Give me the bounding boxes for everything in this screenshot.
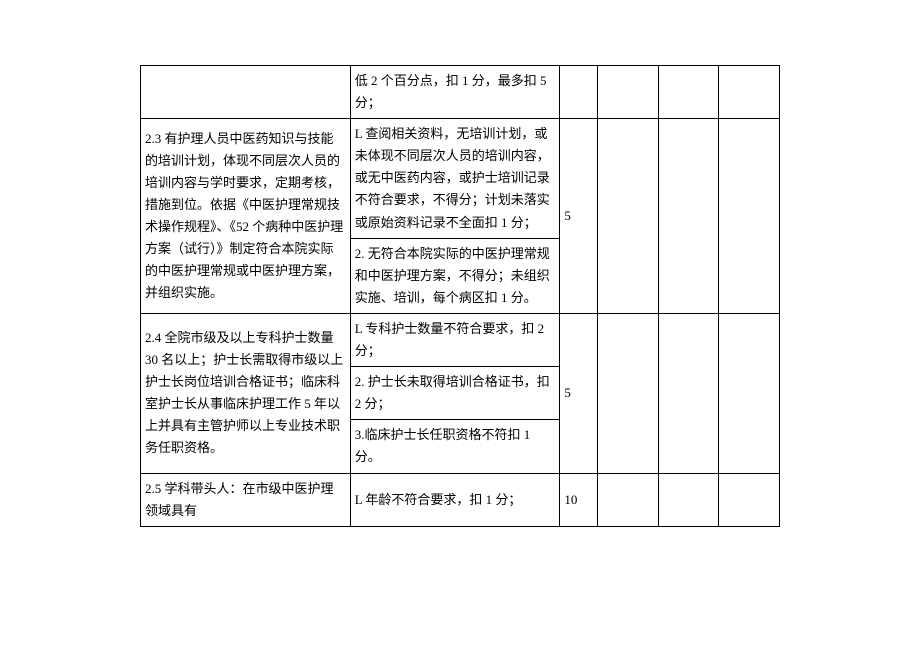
blank-cell [719,119,780,314]
deduction-cell: L 查阅相关资料，无培训计划，或未体现不同层次人员的培训内容，或无中医药内容，或… [350,119,560,238]
criteria-cell [141,66,351,119]
blank-cell [597,119,658,314]
deduction-cell: 3.临床护士长任职资格不符扣 1 分。 [350,420,560,473]
criteria-cell: 2.3 有护理人员中医药知识与技能的培训计划，体现不同层次人员的培训内容与学时要… [141,119,351,314]
blank-cell [597,66,658,119]
deduction-cell: 低 2 个百分点，扣 1 分，最多扣 5 分； [350,66,560,119]
blank-cell [719,313,780,473]
deduction-cell: 2. 无符合本院实际的中医护理常规和中医护理方案，不得分；未组织实施、培训，每个… [350,238,560,313]
table-row: 低 2 个百分点，扣 1 分，最多扣 5 分； [141,66,780,119]
deduction-cell: L 年龄不符合要求，扣 1 分； [350,473,560,526]
blank-cell [597,473,658,526]
criteria-cell: 2.4 全院市级及以上专科护士数量 30 名以上；护士长需取得市级以上护士长岗位… [141,313,351,473]
page: 低 2 个百分点，扣 1 分，最多扣 5 分； 2.3 有护理人员中医药知识与技… [0,0,920,651]
table-row: 2.5 学科带头人：在市级中医护理领域具有 L 年龄不符合要求，扣 1 分； 1… [141,473,780,526]
blank-cell [658,473,719,526]
criteria-cell: 2.5 学科带头人：在市级中医护理领域具有 [141,473,351,526]
blank-cell [658,119,719,314]
score-cell [560,66,598,119]
blank-cell [658,66,719,119]
score-cell: 5 [560,119,598,314]
criteria-table: 低 2 个百分点，扣 1 分，最多扣 5 分； 2.3 有护理人员中医药知识与技… [140,65,780,527]
score-cell: 5 [560,313,598,473]
deduction-cell: L 专科护士数量不符合要求，扣 2 分； [350,313,560,366]
score-cell: 10 [560,473,598,526]
table-row: 2.4 全院市级及以上专科护士数量 30 名以上；护士长需取得市级以上护士长岗位… [141,313,780,366]
blank-cell [597,313,658,473]
deduction-cell: 2. 护士长未取得培训合格证书，扣 2 分； [350,367,560,420]
blank-cell [658,313,719,473]
table-row: 2.3 有护理人员中医药知识与技能的培训计划，体现不同层次人员的培训内容与学时要… [141,119,780,238]
blank-cell [719,473,780,526]
blank-cell [719,66,780,119]
